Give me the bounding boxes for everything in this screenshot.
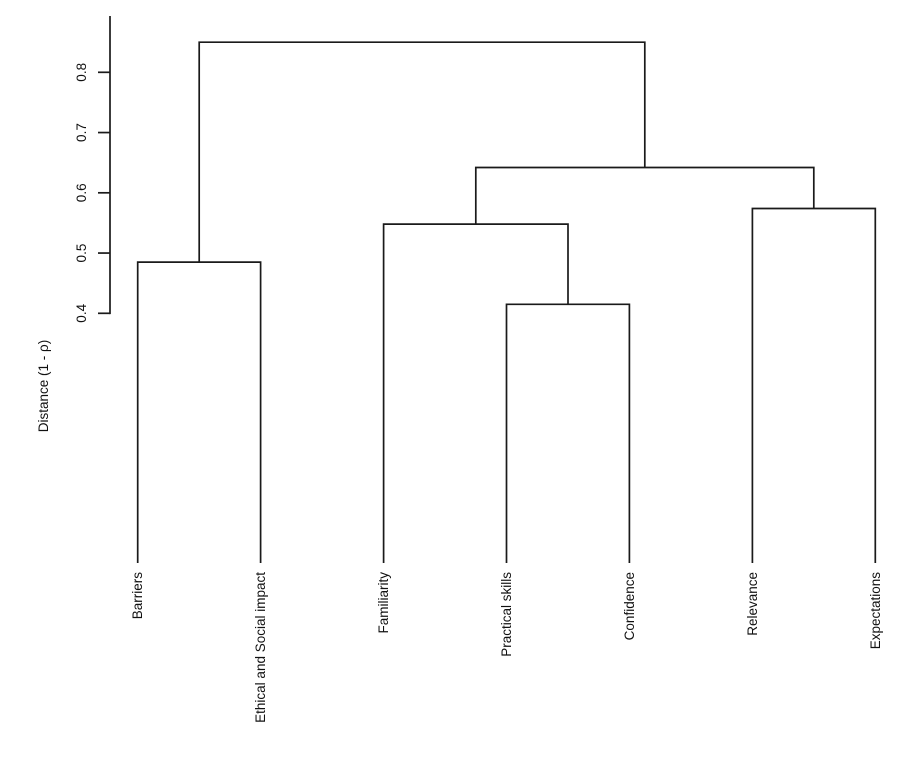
y-tick-label: 0.7 [74,123,89,142]
cluster-link [751,207,877,563]
cluster-link [136,261,262,563]
y-tick-label: 0.8 [74,63,89,82]
cluster-link [198,41,646,263]
leaf-label: Relevance [745,572,760,636]
leaf-label: Familiarity [376,572,391,634]
leaf-label: Confidence [622,572,637,640]
cluster-link [505,303,631,563]
leaf-label: Practical skills [499,572,514,657]
cluster-link [474,166,815,225]
y-tick-label: 0.6 [74,183,89,202]
leaf-label: Ethical and Social impact [253,572,268,723]
leaf-label: Barriers [130,572,145,620]
y-tick-label: 0.4 [74,303,89,322]
y-tick-label: 0.5 [74,244,89,263]
y-axis-title: Distance (1 - ρ) [36,340,51,432]
leaf-label: Expectations [868,572,883,650]
cluster-link [382,223,569,563]
